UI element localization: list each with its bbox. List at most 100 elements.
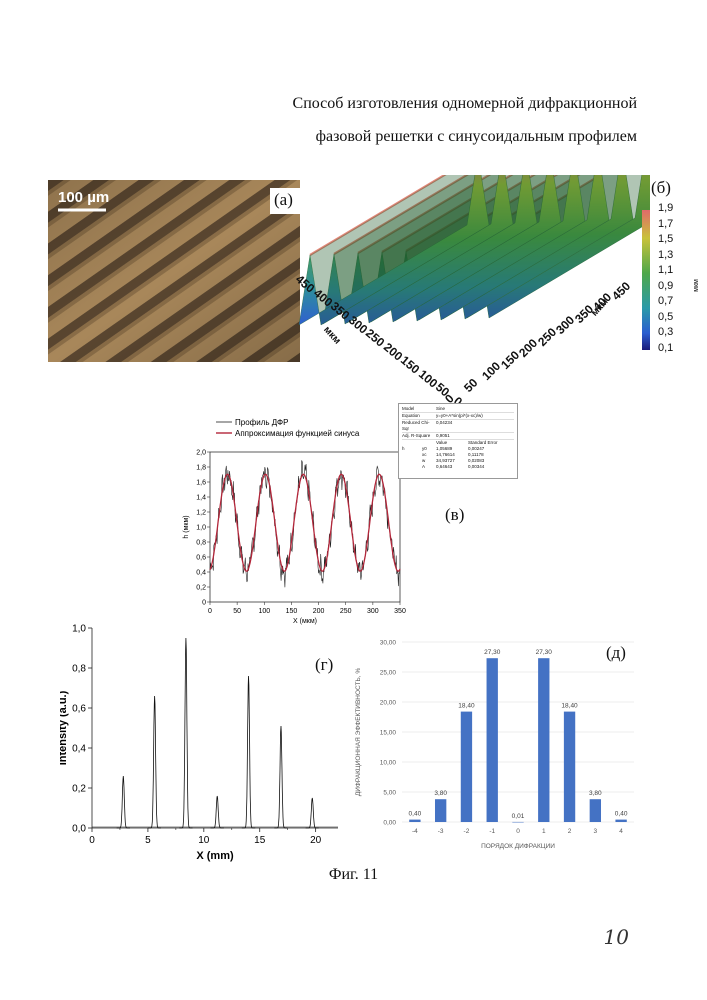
y-tick-label: 10,00	[380, 760, 397, 767]
x-tick-label: -2	[464, 828, 470, 835]
bar	[435, 799, 446, 822]
colorbar-tick-label: 1,7	[658, 218, 673, 230]
bar	[461, 712, 472, 822]
y-axis-label: h (мкм)	[183, 515, 190, 538]
fit-table-row: Adj. R-Square0,9051	[402, 433, 514, 440]
colorbar-tick-label: 1,1	[658, 264, 673, 276]
diffraction-peak	[211, 796, 224, 828]
x-tick-label: 20	[310, 835, 322, 846]
y-tick-label: 0,8	[72, 664, 86, 675]
diffraction-peak	[179, 638, 192, 828]
fit-table-cell: Model	[402, 406, 436, 412]
diffraction-peak	[274, 726, 287, 828]
plot-frame	[210, 452, 400, 602]
colorbar	[642, 210, 650, 350]
x-tick-label: 0	[89, 835, 95, 846]
x-tick-label: -1	[489, 828, 495, 835]
fit-table-cell: Reduced Chi-Sqr	[402, 420, 436, 432]
panel-label-d: (д)	[606, 643, 626, 663]
x-axis-label: ПОРЯДОК ДИФРАКЦИИ	[481, 843, 555, 850]
colorbar-tick-label: 0,5	[658, 311, 673, 323]
profile-chart: 05010015020025030035000,20,40,60,81,01,2…	[180, 410, 410, 625]
bar-value-label: 18,40	[458, 703, 475, 710]
fit-table-cell: 0,64643	[436, 464, 468, 470]
x-tick-label: 4	[619, 828, 623, 835]
title-line-2: фазовой решетки с синусоидальным профиле…	[316, 128, 637, 146]
diffraction-peak	[306, 798, 319, 828]
colorbar-tick-label: 1,9	[658, 202, 673, 214]
fit-table-cell: 0,9051	[436, 433, 514, 439]
x-axis-label: X (mm)	[196, 850, 234, 862]
bar-value-label: 0,40	[409, 811, 422, 818]
x-tick-label: -3	[438, 828, 444, 835]
series-profile	[210, 460, 400, 587]
x-tick-label: 200	[313, 608, 325, 615]
legend-label-profile: Профиль ДФР	[235, 418, 288, 427]
bar	[409, 820, 420, 822]
colorbar-unit: мкм	[693, 279, 700, 292]
y-axis-label: ДИФРАКЦИОННАЯ ЭФФЕКТИВНОСТЬ, %	[355, 668, 362, 797]
y-axis-label: Intensity (a.u.)	[60, 690, 69, 765]
fit-results-table: ModelSineEquationy=y0+A*sin(pi*(x-xc)/w)…	[398, 403, 518, 479]
y-tick-label: 0,6	[196, 555, 206, 562]
title-line-1: Способ изготовления одномерной дифракцио…	[293, 95, 637, 113]
bar	[538, 658, 549, 822]
bar-value-label: 0,40	[615, 811, 628, 818]
colorbar-tick-label: 0,9	[658, 280, 673, 292]
y-tick-label: 0	[202, 600, 206, 607]
colorbar-tick-label: 0,1	[658, 342, 673, 354]
fit-table-row: Equationy=y0+A*sin(pi*(x-xc)/w)	[402, 413, 514, 420]
y-tick-label: 1,6	[196, 480, 206, 487]
y-tick-label: 1,0	[72, 624, 86, 635]
diffraction-peak	[242, 676, 256, 828]
bar-value-label: 3,80	[434, 790, 447, 797]
legend-label-fit: Аппроксимация функцией синуса	[235, 429, 360, 438]
bar-value-label: 18,40	[561, 703, 578, 710]
y-tick-label: 15,00	[380, 730, 397, 737]
colorbar-tick-label: 0,3	[658, 326, 673, 338]
colorbar-tick-label: 0,7	[658, 295, 673, 307]
y-tick-label: 0,8	[196, 540, 206, 547]
y-tick-label: 0,4	[72, 744, 86, 755]
x-tick-label: 150	[286, 608, 298, 615]
fit-table-cell: y=y0+A*sin(pi*(x-xc)/w)	[436, 413, 514, 419]
bar	[615, 820, 626, 822]
y-tick-label: 1,2	[196, 510, 206, 517]
x-tick-label: 50	[233, 608, 241, 615]
y-tick-label: 2,0	[196, 450, 206, 457]
y-tick-label: 5,00	[383, 790, 396, 797]
x-tick-label: 2	[568, 828, 572, 835]
panel-label-b: (б)	[651, 178, 671, 198]
bar	[564, 712, 575, 822]
diffraction-peak	[148, 696, 161, 828]
fit-table-cell: A	[422, 464, 436, 470]
x-tick-label: -4	[412, 828, 418, 835]
diffraction-peak	[117, 776, 130, 828]
y-tick-label: 0,6	[72, 704, 86, 715]
series-fit	[210, 474, 400, 571]
fit-table-cell: 0,04234	[436, 420, 514, 432]
y-tick-label: 0,00	[383, 820, 396, 827]
panel-label-g: (г)	[315, 655, 333, 675]
y-tick-label: 0,4	[196, 570, 206, 577]
x-tick-label: 250	[340, 608, 352, 615]
x-tick-label: 350	[394, 608, 406, 615]
figure-caption: Фиг. 11	[0, 866, 707, 884]
efficiency-bar-chart: 0,005,0010,0015,0020,0025,0030,000,40-43…	[350, 632, 640, 860]
page-number: 10	[604, 925, 629, 949]
x-tick-label: 3	[594, 828, 598, 835]
fit-table-param-row: A0,646430,00344	[402, 464, 514, 470]
x-tick-label: 0	[516, 828, 520, 835]
y-tick-label: 30,00	[380, 640, 397, 647]
bar-value-label: 27,30	[484, 649, 501, 656]
x-tick-label: 15	[254, 835, 266, 846]
panel-label-v: (в)	[445, 505, 464, 525]
fit-table-cell	[402, 464, 422, 470]
y-tick-label: 1,4	[196, 495, 206, 502]
colorbar-tick-label: 1,5	[658, 233, 673, 245]
bar-value-label: 0,01	[512, 813, 525, 820]
scalebar-label: 100 µm	[58, 189, 109, 206]
fit-table-cell: 0,00344	[468, 464, 508, 470]
bar-value-label: 3,80	[589, 790, 602, 797]
x-tick-label: 0	[208, 608, 212, 615]
